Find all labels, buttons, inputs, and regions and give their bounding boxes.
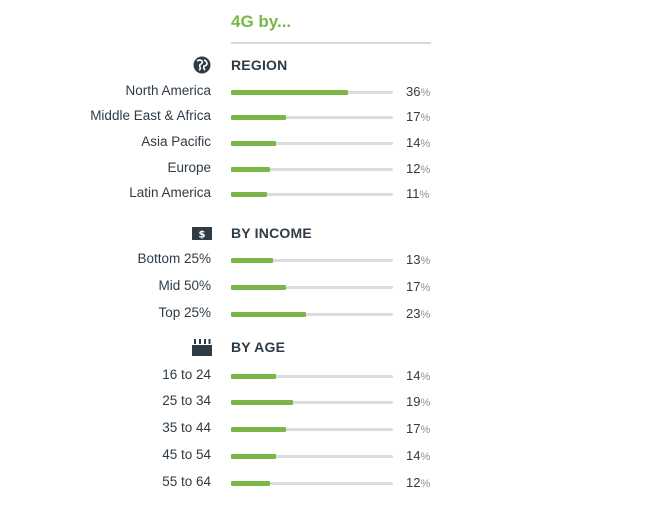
bar (231, 90, 348, 95)
bar-track (231, 192, 393, 197)
bar-track (231, 141, 393, 146)
value-label: 14% (406, 448, 431, 463)
value-label: 19% (406, 394, 431, 409)
bar-track (231, 167, 393, 172)
bar (231, 427, 286, 432)
title-divider (231, 42, 431, 44)
bar (231, 374, 276, 379)
category-label: 16 to 24 (162, 367, 211, 382)
category-label: 35 to 44 (162, 420, 211, 435)
value-label: 11% (406, 186, 430, 201)
value-label: 12% (406, 161, 431, 176)
birthday-cake-icon (191, 337, 213, 357)
dollar-icon: $ (191, 223, 213, 243)
value-label: 36% (406, 84, 431, 99)
bar (231, 192, 267, 197)
category-label: 55 to 64 (162, 474, 211, 489)
bar (231, 312, 306, 317)
value-label: 13% (406, 252, 431, 267)
bar-track (231, 312, 393, 317)
bar-track (231, 90, 393, 95)
section-heading: BY AGE (231, 339, 286, 355)
bar-track (231, 427, 393, 432)
bar-track (231, 481, 393, 486)
bar-track (231, 285, 393, 290)
category-label: Bottom 25% (137, 251, 211, 266)
bar-track (231, 115, 393, 120)
section-heading: REGION (231, 57, 288, 73)
category-label: Asia Pacific (141, 134, 211, 149)
value-label: 12% (406, 475, 431, 490)
bar (231, 115, 286, 120)
bar (231, 454, 276, 459)
bar (231, 258, 273, 263)
category-label: Top 25% (158, 305, 211, 320)
category-label: Middle East & Africa (90, 108, 211, 123)
value-label: 23% (406, 306, 431, 321)
bar (231, 167, 270, 172)
chart-title: 4G by... (231, 12, 292, 31)
bar-track (231, 374, 393, 379)
globe-icon (191, 55, 213, 75)
value-label: 17% (406, 279, 431, 294)
bar (231, 481, 270, 486)
svg-text:$: $ (199, 230, 206, 241)
value-label: 17% (406, 421, 431, 436)
bar (231, 141, 276, 146)
bar (231, 400, 293, 405)
bar (231, 285, 286, 290)
bar-track (231, 258, 393, 263)
bar-track (231, 454, 393, 459)
bar-track (231, 400, 393, 405)
value-label: 17% (406, 109, 431, 124)
category-label: Europe (167, 160, 211, 175)
category-label: 25 to 34 (162, 393, 211, 408)
section-heading: BY INCOME (231, 225, 312, 241)
value-label: 14% (406, 368, 431, 383)
value-label: 14% (406, 135, 431, 150)
category-label: North America (125, 83, 211, 98)
category-label: 45 to 54 (162, 447, 211, 462)
category-label: Mid 50% (158, 278, 211, 293)
category-label: Latin America (129, 185, 211, 200)
